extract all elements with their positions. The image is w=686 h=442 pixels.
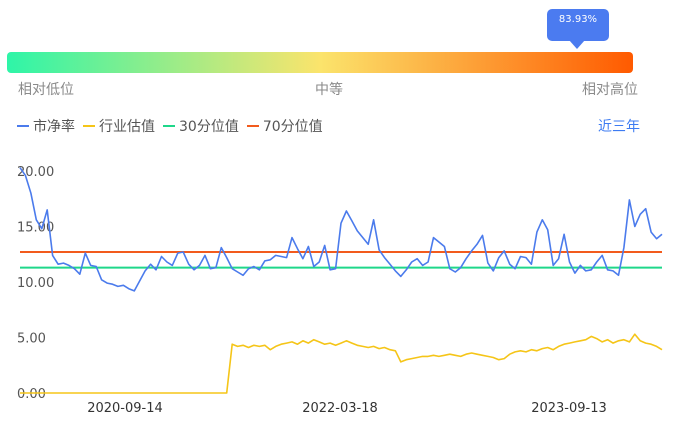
x-tick-label: 2023-09-13 [531, 401, 607, 416]
valuation-gradient-bar [7, 52, 633, 73]
legend-swatch [83, 125, 95, 127]
y-tick-label: 0.00 [17, 387, 46, 402]
legend-swatch [17, 125, 29, 127]
x-tick-label: 2022-03-18 [302, 401, 378, 416]
legend-swatch [163, 125, 175, 127]
y-tick-label: 5.00 [17, 332, 46, 347]
series-line-1 [20, 333, 663, 394]
y-tick-label: 10.00 [17, 276, 54, 291]
legend-label: 行业估值 [99, 119, 155, 135]
scale-label-low: 相对低位 [18, 82, 74, 98]
legend-swatch [246, 125, 259, 127]
percentile-value: 83.93% [558, 14, 598, 25]
legend-item-industry[interactable]: 行业估值 [83, 116, 155, 136]
legend-item-p30[interactable]: 30分位值 [163, 116, 239, 136]
chart-legend: 市净率 行业估值 30分位值 70分位值 [17, 116, 331, 136]
range-selector-button[interactable]: 近三年 [598, 119, 640, 135]
legend-label: 市净率 [33, 119, 75, 135]
x-tick-label: 2020-09-14 [87, 401, 163, 416]
legend-label: 70分位值 [262, 119, 323, 135]
scale-label-mid: 中等 [315, 82, 343, 98]
percentile-tooltip: 83.93% [547, 9, 609, 49]
y-tick-label: 15.00 [17, 221, 54, 236]
scale-label-high: 相对高位 [582, 82, 638, 98]
legend-label: 30分位值 [179, 119, 239, 135]
legend-item-p70[interactable]: 70分位值 [246, 116, 323, 136]
legend-item-pb[interactable]: 市净率 [17, 116, 75, 136]
series-line-0 [19, 167, 663, 292]
